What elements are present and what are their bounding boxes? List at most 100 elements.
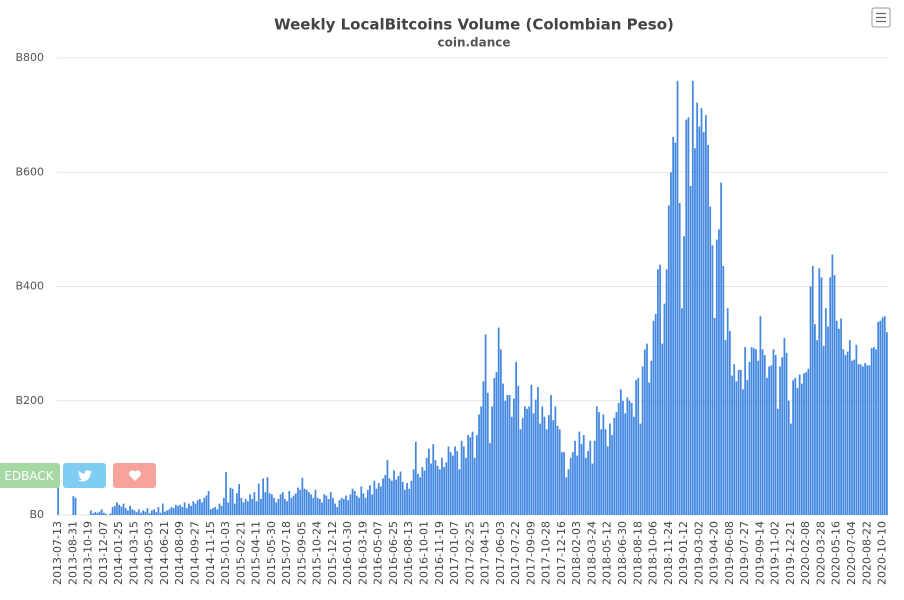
bar	[857, 364, 860, 515]
x-tick-label: 2017-04-15	[479, 521, 492, 585]
bar	[818, 268, 821, 515]
bar	[360, 486, 363, 515]
bar	[334, 503, 336, 515]
bar	[554, 406, 557, 515]
bar	[297, 487, 299, 515]
bar	[244, 499, 247, 515]
bar	[600, 429, 603, 515]
bar	[556, 425, 559, 515]
bar	[449, 452, 452, 515]
bar	[624, 413, 627, 515]
bar	[164, 511, 166, 515]
bar	[336, 507, 339, 515]
bar	[615, 412, 618, 515]
x-tick-label: 2015-05-30	[265, 521, 278, 585]
bar	[366, 489, 369, 515]
bar	[386, 460, 389, 515]
menu-button[interactable]	[871, 7, 891, 28]
bar	[811, 265, 814, 515]
x-tick-label: 2015-07-18	[280, 521, 293, 585]
bar	[458, 469, 461, 515]
bar	[179, 504, 182, 515]
bar	[798, 374, 801, 515]
bar	[735, 381, 738, 515]
bar	[886, 332, 888, 515]
bar	[563, 452, 565, 515]
bar	[445, 462, 448, 515]
x-tick-label: 2020-03-28	[814, 521, 827, 585]
bar	[681, 308, 683, 515]
x-tick-label: 2019-06-08	[723, 521, 736, 585]
bar	[428, 448, 430, 515]
bar	[340, 497, 343, 515]
x-tick-label: 2015-01-03	[219, 521, 232, 585]
bar	[109, 513, 112, 515]
bar	[739, 369, 742, 515]
bar	[462, 446, 465, 515]
bar	[862, 366, 864, 515]
bar	[181, 507, 184, 515]
bar	[364, 497, 367, 515]
bar	[702, 132, 705, 515]
bar	[321, 502, 323, 515]
bar	[253, 492, 256, 515]
bar	[835, 320, 838, 515]
bar	[327, 499, 330, 515]
bar	[222, 497, 225, 515]
bar	[609, 423, 611, 515]
bar	[345, 495, 347, 515]
bar	[388, 478, 391, 515]
x-tick-label: 2016-03-19	[356, 521, 369, 585]
bar	[491, 406, 494, 515]
bar	[593, 440, 596, 515]
bar	[329, 492, 332, 515]
bar	[552, 420, 555, 515]
bar	[447, 446, 450, 515]
x-tick-label: 2019-12-21	[784, 521, 797, 585]
bar	[805, 372, 808, 515]
bar	[587, 451, 589, 515]
bar	[809, 286, 812, 515]
bar	[672, 136, 675, 515]
feedback-button[interactable]: EDBACK	[0, 463, 60, 488]
bar	[711, 245, 714, 515]
x-tick-label: 2015-09-05	[295, 521, 308, 585]
bar	[262, 478, 264, 515]
bar	[292, 495, 295, 515]
bar	[242, 502, 245, 515]
bar	[166, 510, 169, 515]
bar	[578, 431, 581, 515]
bar	[94, 512, 97, 515]
bar	[748, 361, 751, 515]
bar	[135, 512, 138, 515]
bar	[604, 429, 607, 515]
x-tick-label: 2020-07-04	[845, 521, 858, 585]
x-tick-label: 2016-01-30	[341, 521, 354, 585]
x-tick-label: 2020-02-08	[799, 521, 812, 585]
bar	[177, 505, 179, 515]
bar	[454, 446, 456, 515]
bar	[868, 365, 871, 515]
bar	[506, 395, 509, 515]
x-tick-label: 2019-01-12	[677, 521, 690, 585]
bar	[842, 349, 845, 515]
bar	[393, 470, 395, 515]
donate-button[interactable]	[113, 463, 156, 488]
bar	[373, 480, 376, 515]
bar	[637, 377, 640, 515]
bar	[541, 406, 544, 515]
bar	[829, 277, 832, 515]
twitter-button[interactable]	[63, 463, 106, 488]
bar	[561, 452, 563, 515]
bar	[240, 497, 243, 515]
x-tick-label: 2020-05-16	[830, 521, 843, 585]
bar	[338, 500, 341, 515]
bar	[382, 478, 384, 515]
bar	[796, 388, 799, 515]
bar	[713, 317, 716, 515]
bar	[140, 512, 142, 515]
bar	[467, 435, 470, 515]
bar	[118, 504, 121, 515]
bar	[353, 491, 356, 515]
